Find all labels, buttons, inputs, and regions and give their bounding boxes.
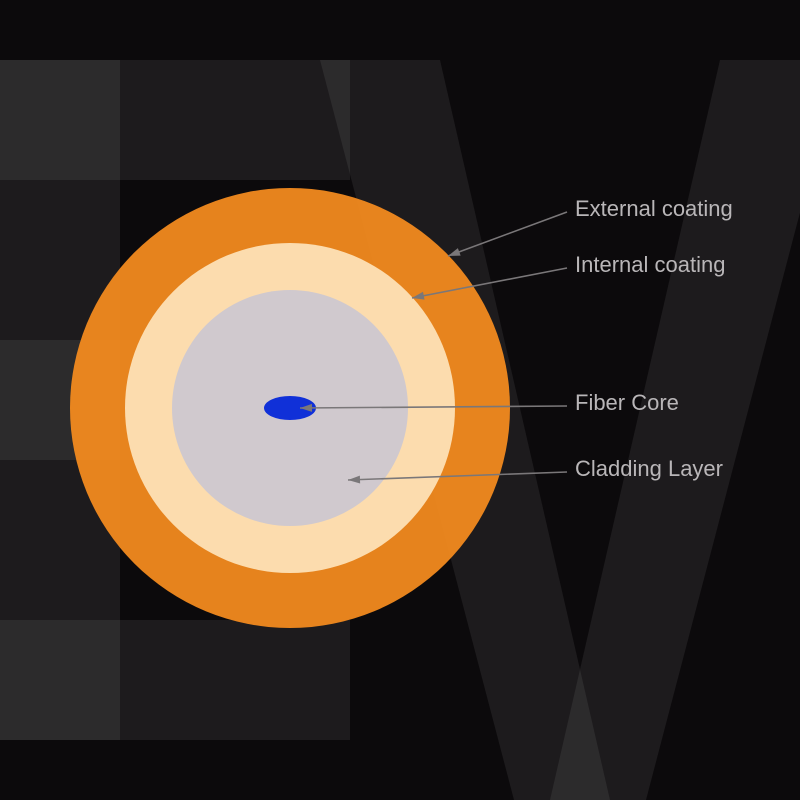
fiber-diagram: External coating Internal coating Fiber … <box>0 0 800 800</box>
label-arrows <box>0 0 800 800</box>
label-cladding-layer: Cladding Layer <box>575 456 723 482</box>
diagram-stage: External coating Internal coating Fiber … <box>0 0 800 800</box>
label-external-coating: External coating <box>575 196 733 222</box>
label-internal-coating: Internal coating <box>575 252 725 278</box>
label-fiber-core: Fiber Core <box>575 390 679 416</box>
